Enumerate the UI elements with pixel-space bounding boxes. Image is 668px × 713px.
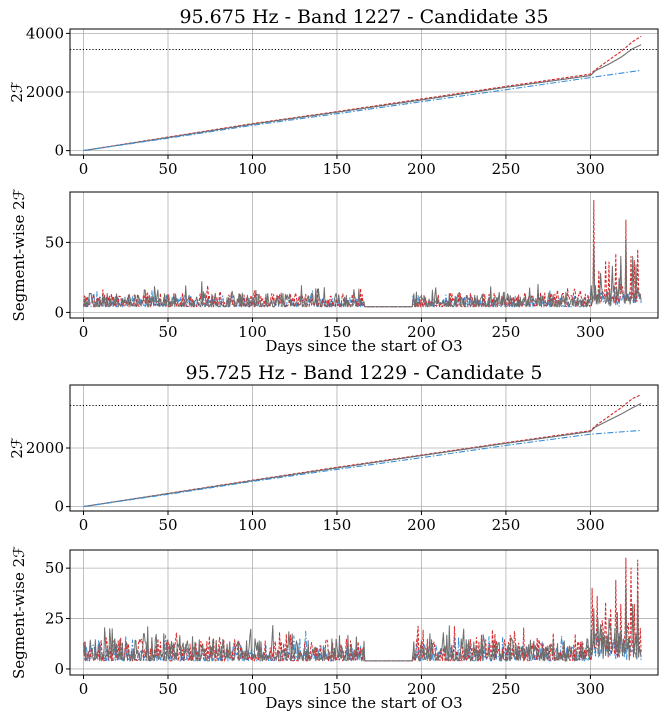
chart-title: 95.675 Hz - Band 1227 - Candidate 35	[179, 6, 548, 28]
x-tick-label: 100	[238, 680, 267, 698]
series-red-dashed	[83, 557, 642, 662]
subplot-4: 0 50 100 150 200 250 300 0 25 50 Days since the st…	[10, 546, 659, 712]
x-tick-label: 300	[576, 680, 605, 698]
x-tick-label: 300	[576, 323, 605, 341]
y-tick-label: 0	[54, 498, 64, 516]
x-tick-label: 50	[158, 323, 177, 341]
axes-frame	[69, 191, 659, 319]
x-tick-label: 250	[492, 160, 521, 178]
x-axis-label: Days since the start of O3	[265, 337, 462, 355]
y-tick-label: 0	[54, 303, 64, 321]
chart-title: 95.725 Hz - Band 1229 - Candidate 5	[185, 362, 542, 384]
subplot-2: 0 50 100 150 200 250 300 0 50 Days since the star…	[10, 188, 659, 355]
x-tick-label: 200	[407, 516, 436, 534]
series-blue-dashdot	[83, 429, 642, 508]
y-axis-label: Segment-wise 2ℱ	[10, 546, 28, 679]
x-tick-label: 150	[323, 680, 352, 698]
series-blue-dashdot	[83, 629, 642, 662]
y-tick-label: 25	[45, 610, 64, 628]
y-axis-label: 2ℱ	[8, 81, 26, 103]
x-tick-label: 150	[323, 323, 352, 341]
series-red-dashed	[83, 394, 642, 508]
y-tick-label: 4000	[26, 24, 64, 42]
x-tick-label: 250	[492, 323, 521, 341]
series-gray-solid	[83, 44, 642, 152]
x-tick-label: 50	[158, 680, 177, 698]
x-tick-label: 50	[158, 516, 177, 534]
plot-area	[83, 35, 642, 152]
x-tick-label: 50	[158, 160, 177, 178]
x-tick-label: 0	[79, 323, 89, 341]
y-tick-label: 0	[54, 142, 64, 160]
series-gray-solid	[83, 239, 642, 308]
x-tick-label: 200	[407, 323, 436, 341]
subplot-3: 0 50 100 150 200 250 300 0 2000 95.725 Hz - Band …	[8, 362, 659, 534]
plot-area	[83, 557, 642, 662]
y-axis-label: 2ℱ	[8, 437, 26, 459]
x-tick-label: 100	[238, 516, 267, 534]
x-tick-label: 300	[576, 516, 605, 534]
y-tick-label: 0	[54, 660, 64, 678]
series-gray-solid	[83, 403, 642, 508]
y-tick-label: 50	[45, 233, 64, 251]
x-tick-label: 200	[407, 680, 436, 698]
x-tick-label: 150	[323, 160, 352, 178]
x-tick-label: 300	[576, 160, 605, 178]
x-tick-label: 250	[492, 516, 521, 534]
y-tick-label: 2000	[26, 439, 64, 457]
series-red-dashed	[83, 35, 642, 152]
plot-area	[83, 394, 642, 508]
x-tick-label: 200	[407, 160, 436, 178]
y-axis-label: Segment-wise 2ℱ	[10, 188, 28, 321]
subplot-1: 0 50 100 150 200 250 300 0 2000 4000 95.675 Hz - B…	[8, 6, 659, 178]
plot-area	[83, 199, 642, 308]
x-tick-label: 0	[79, 516, 89, 534]
x-tick-label: 100	[238, 323, 267, 341]
series-gray-solid	[83, 585, 642, 662]
series-red-dashed	[83, 199, 642, 308]
x-tick-label: 150	[323, 516, 352, 534]
x-axis-label: Days since the start of O3	[265, 694, 462, 712]
y-tick-label: 2000	[26, 83, 64, 101]
x-tick-label: 250	[492, 680, 521, 698]
x-tick-label: 0	[79, 680, 89, 698]
y-tick-label: 50	[45, 559, 64, 577]
axes-frame	[69, 549, 659, 676]
x-tick-label: 0	[79, 160, 89, 178]
series-blue-dashdot	[83, 69, 642, 152]
x-tick-label: 100	[238, 160, 267, 178]
